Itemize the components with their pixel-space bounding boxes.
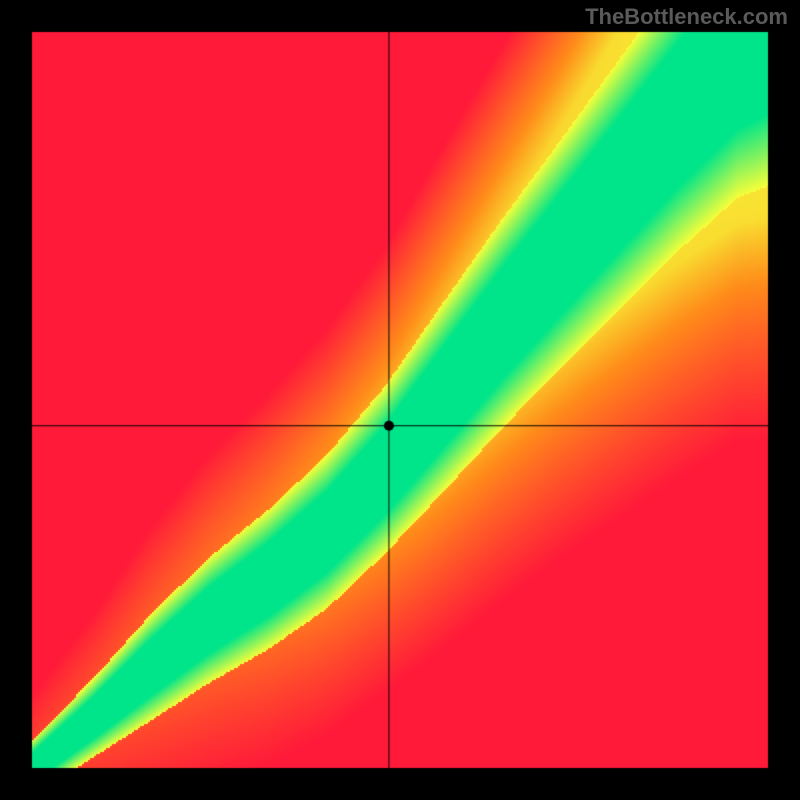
watermark-label: TheBottleneck.com [585,4,788,30]
bottleneck-heatmap [0,0,800,800]
chart-container: TheBottleneck.com [0,0,800,800]
